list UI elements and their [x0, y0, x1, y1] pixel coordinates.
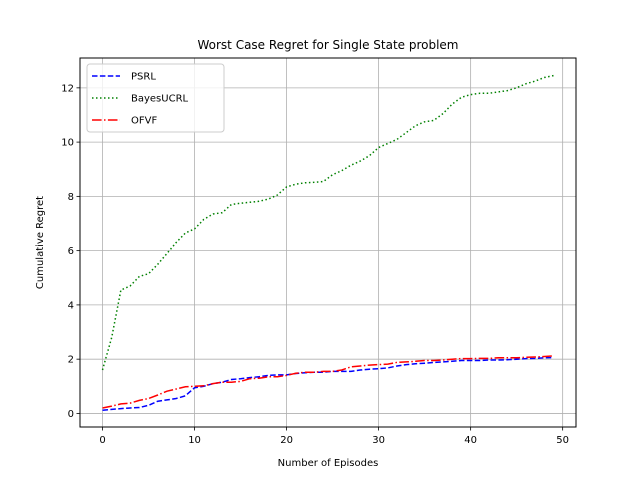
legend-label-ofvf: OFVF: [131, 116, 157, 127]
legend: PSRL BayesUCRL OFVF: [87, 64, 224, 132]
legend-label-bayesucrl: BayesUCRL: [131, 94, 189, 105]
y-tick-label: 10: [61, 138, 74, 149]
y-tick-label: 12: [61, 83, 74, 94]
chart-title: Worst Case Regret for Single State probl…: [197, 38, 458, 52]
y-axis-title: Cumulative Regret: [35, 196, 46, 289]
x-tick-label: 30: [372, 435, 385, 446]
y-tick-label: 6: [68, 246, 74, 257]
y-tick-label: 2: [68, 355, 74, 366]
x-tick-label: 50: [556, 435, 569, 446]
y-tick-label: 4: [68, 300, 74, 311]
x-tick-label: 20: [280, 435, 293, 446]
y-tick-label: 0: [68, 409, 74, 420]
x-tick-label: 0: [99, 435, 105, 446]
y-tick-label: 8: [68, 192, 74, 203]
legend-label-psrl: PSRL: [131, 72, 156, 83]
x-axis-title: Number of Episodes: [278, 458, 379, 469]
x-tick-label: 10: [188, 435, 201, 446]
x-tick-label: 40: [464, 435, 477, 446]
